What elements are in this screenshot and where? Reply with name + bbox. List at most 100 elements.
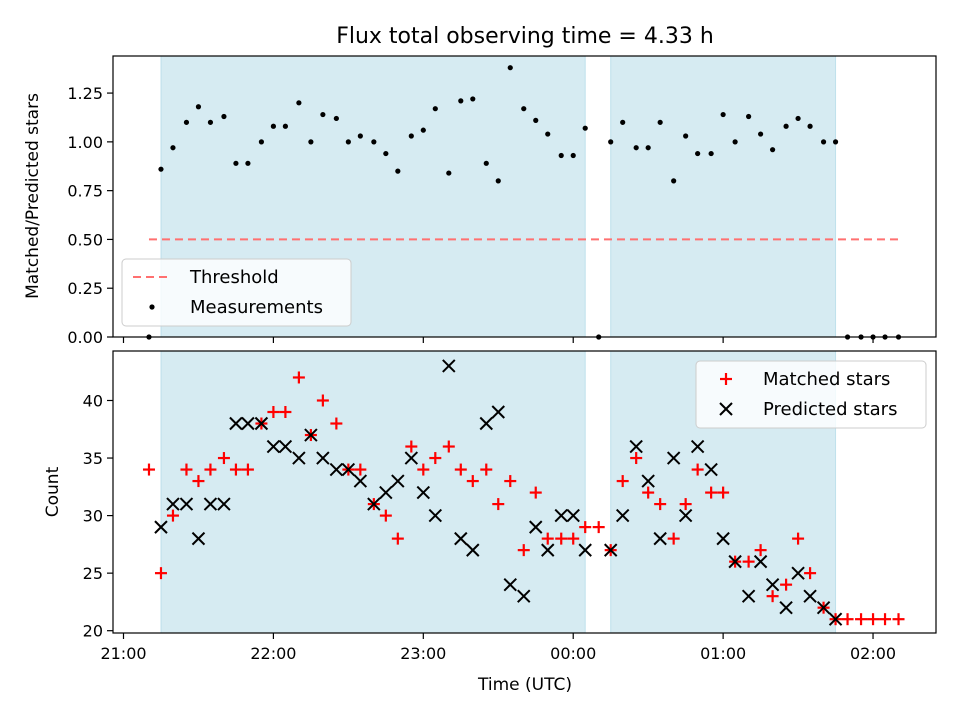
measurement-point [708,150,714,157]
legend-predicted-swatch [719,402,733,416]
measurement-point [732,139,738,145]
predicted-star-point [278,439,293,454]
predicted-star-point [292,451,306,465]
predicted-star-point [428,508,443,523]
measurement-point [769,147,776,153]
y-tick-label: 1.00 [67,133,103,152]
y-tick-label: 0.25 [67,279,103,298]
matched-star-point [217,452,230,465]
measurement-point [282,123,288,129]
predicted-star-point [753,554,768,569]
predicted-star-point [316,451,330,465]
predicted-star-point [615,508,630,523]
measurement-point [345,139,351,145]
measurement-point [170,145,176,151]
observing-window [610,55,837,338]
matched-star-point [742,555,755,568]
measurement-point [582,125,588,131]
matched-star-point [754,544,767,557]
predicted-star-point [779,600,793,615]
matched-star-point [705,486,718,499]
matched-star-point [454,463,467,476]
matched-star-point [279,406,292,419]
x-tick-label: 00:00 [550,644,596,663]
measurement-point [333,115,339,122]
predicted-star-point [379,485,393,500]
measurement-point [495,178,501,184]
predicted-star-point [404,451,419,465]
measurement-point [233,160,239,166]
measurement-point [207,119,214,125]
matched-star-point [867,613,880,626]
matched-star-point [517,544,530,557]
predicted-star-point [728,554,742,569]
measurement-point [383,150,389,157]
bottom-panel: 20 25 30 35 40 21:00 22:00 23:00 00:00 01:00 02:0… [43,350,937,695]
matched-star-point [142,463,155,476]
measurement-point [446,170,452,176]
legend-matched-swatch [720,373,732,385]
matched-star-point [492,498,505,511]
matched-star-point [316,394,329,407]
predicted-star-point [341,462,356,477]
measurement-point [183,119,190,125]
x-tick-label: 23:00 [400,644,446,663]
measurement-point [783,123,789,129]
predicted-star-point [666,451,681,465]
matched-star-point [154,567,167,580]
matched-star-point [204,463,217,476]
matched-star-point [429,452,442,465]
predicted-star-point [803,589,817,603]
predicted-star-point [466,543,480,557]
measurement-point [671,178,677,184]
matched-star-point [579,521,592,534]
measurement-point [408,133,414,139]
predicted-star-point [391,474,405,488]
predicted-star-point [653,531,667,546]
predicted-star-point [416,485,431,500]
predicted-star-point [517,589,531,603]
matched-star-point [879,613,892,626]
x-tick-label: 21:00 [100,644,146,663]
legend-measurement-swatch [149,304,155,310]
top-legend: Threshold Measurements [121,258,352,327]
measurement-point [608,139,614,145]
measurement-point [320,111,326,118]
predicted-star-point [353,474,368,488]
chart-title: Flux total observing time = 4.33 h [336,24,714,49]
matched-star-point [192,475,205,488]
measurement-point [483,160,489,166]
matched-star-point [892,613,905,626]
measurement-point [657,119,663,125]
matched-star-point [229,463,242,476]
predicted-star-point [678,508,693,523]
top-panel: 0.00 0.25 0.50 0.75 1.00 1.25 Matched/Predict… [23,55,937,347]
matched-star-point [166,509,179,522]
y-tick-label: 0.00 [67,328,103,347]
predicted-star-point [217,497,231,511]
y-tick-label: 20 [83,622,103,641]
matched-star-point [405,440,418,453]
measurement-point [470,96,476,102]
predicted-star-point [529,520,543,534]
x-tick-label: 22:00 [250,644,296,663]
matched-star-point [354,463,367,476]
measurement-point [221,113,227,120]
matched-star-point [592,521,605,534]
predicted-star-point [566,508,580,523]
predicted-star-point [329,462,344,477]
measurement-point [570,152,576,159]
matched-star-point [330,417,343,430]
predicted-star-point [154,520,168,534]
predicted-star-point [828,612,843,626]
matched-star-point [480,463,493,476]
predicted-star-point [741,589,756,603]
y-tick-label: 1.25 [67,84,103,103]
predicted-star-point [491,405,505,419]
matched-star-point [630,452,643,465]
matched-star-point [616,475,629,488]
top-y-label: Matched/Predicted stars [23,93,43,299]
measurement-point [533,117,539,123]
matched-star-point [267,406,280,419]
